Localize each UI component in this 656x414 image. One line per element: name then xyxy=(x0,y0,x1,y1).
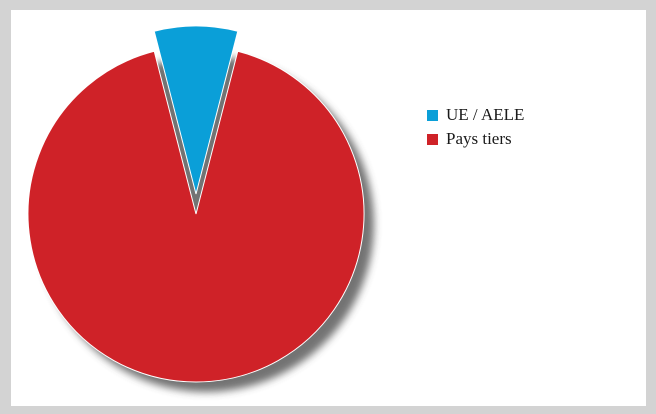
pie-slice-ue-aele xyxy=(153,25,239,195)
legend-swatch-ue-aele xyxy=(427,109,438,121)
legend-item-pays-tiers: Pays tiers xyxy=(427,127,524,151)
pie-slice-pays-tiers xyxy=(27,50,365,383)
legend-item-ue-aele: UE / AELE xyxy=(427,103,524,127)
legend-swatch-pays-tiers xyxy=(427,133,438,145)
pie-slices xyxy=(27,25,365,383)
legend-label-ue-aele: UE / AELE xyxy=(446,105,525,124)
legend-label-pays-tiers: Pays tiers xyxy=(446,129,512,148)
legend: UE / AELE Pays tiers xyxy=(427,103,524,151)
